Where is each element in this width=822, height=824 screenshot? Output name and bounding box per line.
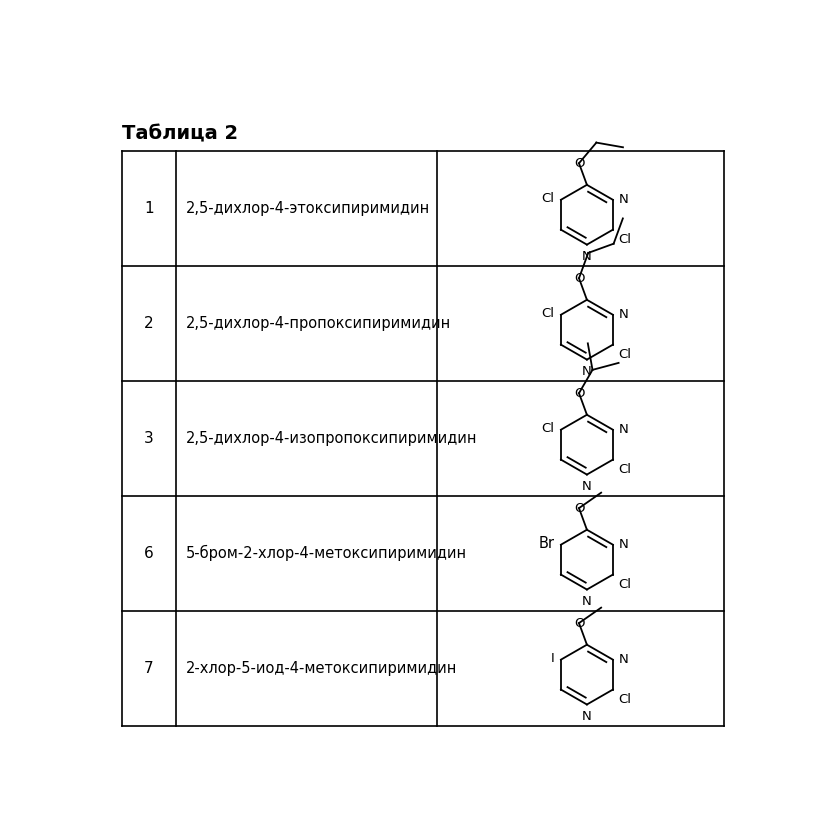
Text: O: O: [574, 272, 584, 284]
Text: N: N: [619, 424, 629, 436]
Text: N: N: [582, 250, 592, 263]
Text: N: N: [582, 365, 592, 378]
Text: Cl: Cl: [618, 349, 631, 361]
Text: 2,5-дихлор-4-этоксипиримидин: 2,5-дихлор-4-этоксипиримидин: [186, 201, 430, 216]
Text: 2: 2: [144, 316, 154, 331]
Text: N: N: [619, 308, 629, 321]
Text: Cl: Cl: [542, 307, 555, 321]
Text: Таблица 2: Таблица 2: [122, 124, 238, 143]
Text: N: N: [582, 709, 592, 723]
Text: O: O: [574, 157, 584, 170]
Text: N: N: [619, 194, 629, 206]
Text: 5-бром-2-хлор-4-метоксипиримидин: 5-бром-2-хлор-4-метоксипиримидин: [186, 545, 467, 561]
Text: N: N: [582, 480, 592, 493]
Text: Cl: Cl: [618, 693, 631, 706]
Text: 2-хлор-5-иод-4-метоксипиримидин: 2-хлор-5-иод-4-метоксипиримидин: [186, 661, 457, 676]
Text: 3: 3: [144, 431, 154, 446]
Text: Cl: Cl: [618, 233, 631, 246]
Text: 6: 6: [144, 545, 154, 561]
Text: N: N: [619, 653, 629, 666]
Text: I: I: [551, 652, 555, 665]
Text: O: O: [574, 386, 584, 400]
Text: Br: Br: [538, 536, 555, 551]
Text: Cl: Cl: [618, 463, 631, 476]
Text: Cl: Cl: [618, 578, 631, 592]
Text: 2,5-дихлор-4-пропоксипиримидин: 2,5-дихлор-4-пропоксипиримидин: [186, 316, 450, 331]
Text: O: O: [574, 616, 584, 630]
Text: Cl: Cl: [542, 192, 555, 205]
Text: N: N: [619, 538, 629, 551]
Text: 7: 7: [144, 661, 154, 676]
Text: 1: 1: [144, 201, 154, 216]
Text: 2,5-дихлор-4-изопропоксипиримидин: 2,5-дихлор-4-изопропоксипиримидин: [186, 431, 477, 446]
Text: Cl: Cl: [542, 422, 555, 435]
Text: N: N: [582, 595, 592, 608]
Text: O: O: [574, 502, 584, 515]
